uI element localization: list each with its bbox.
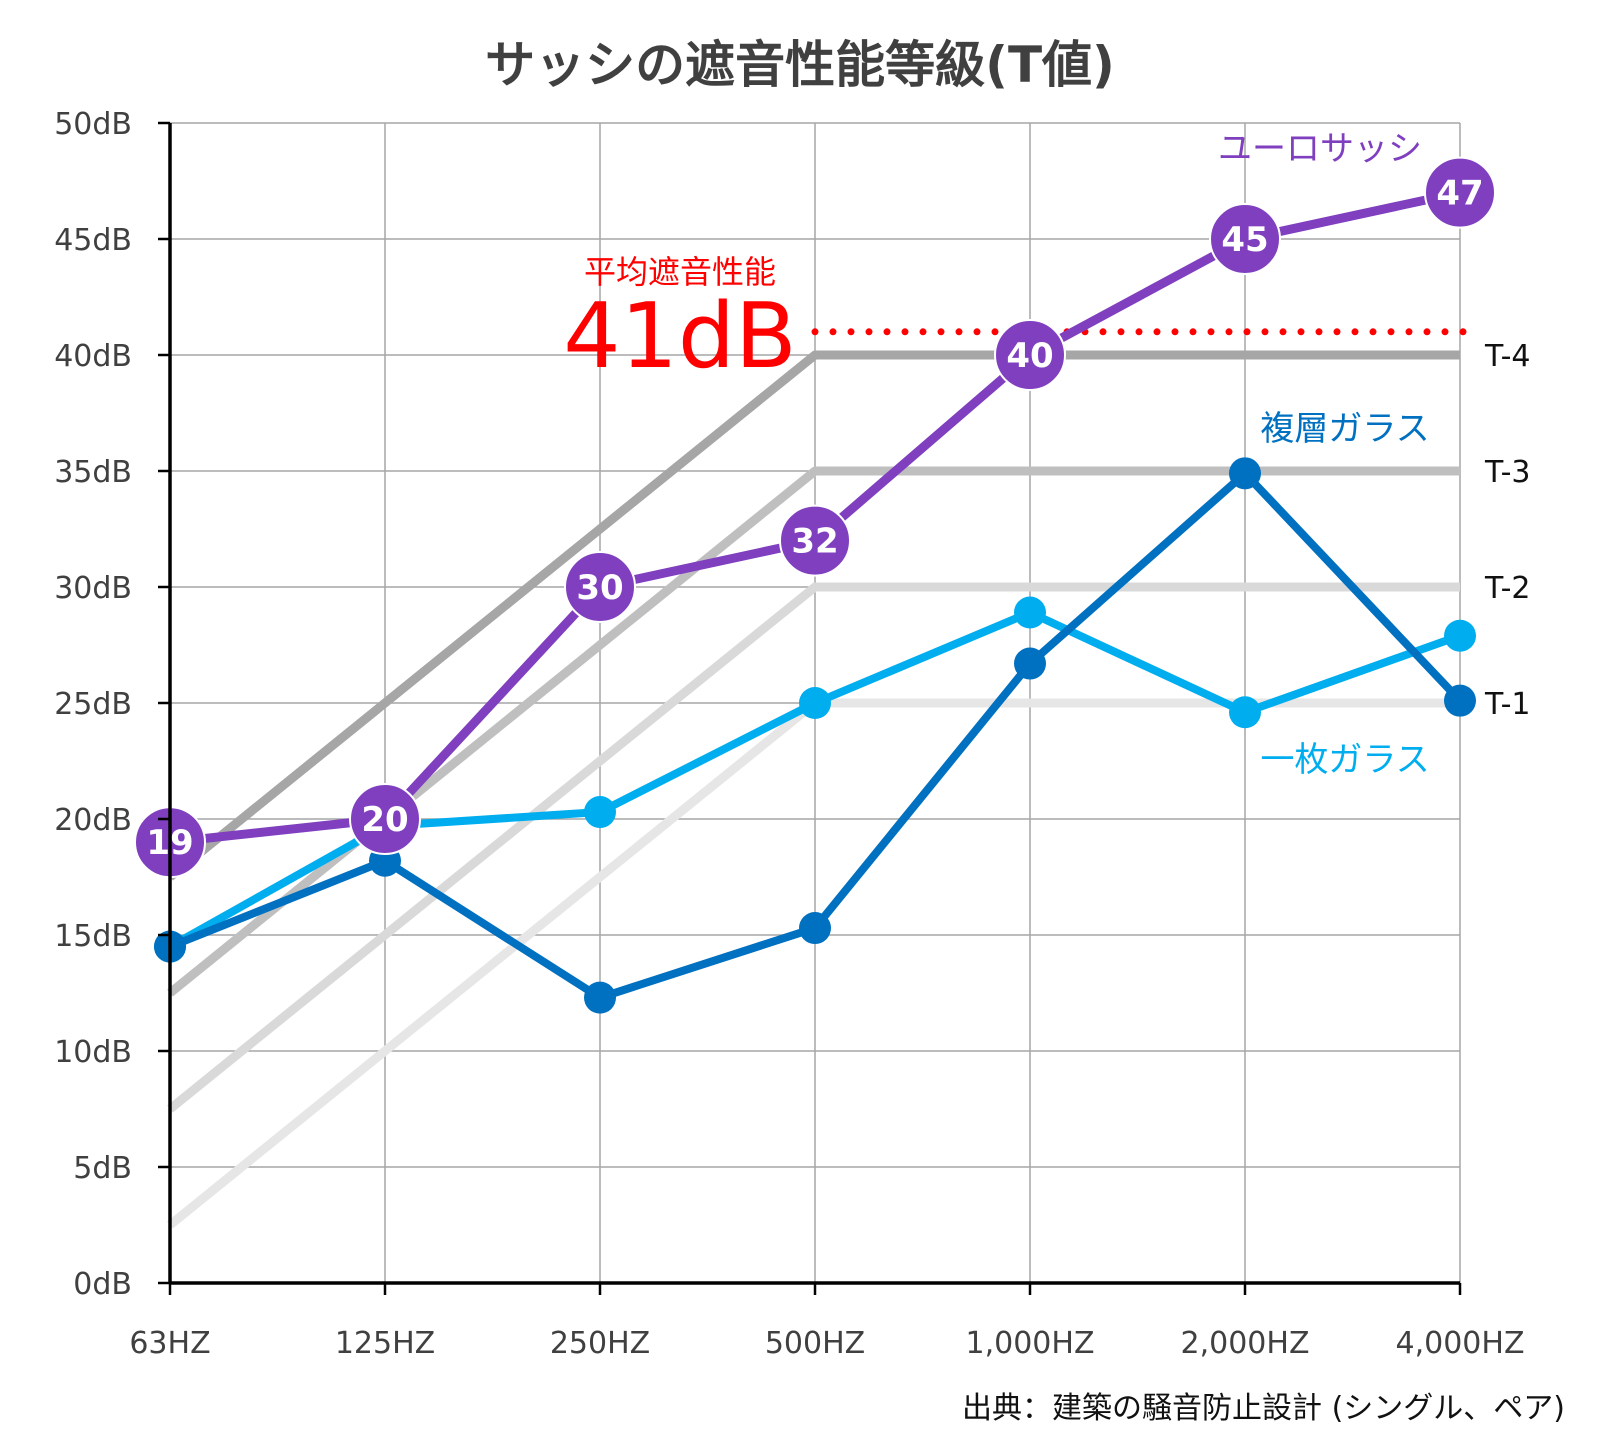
data-point-marker <box>1424 156 1496 229</box>
data-point-marker <box>1014 647 1046 680</box>
reference-line-t-4 <box>167 350 1460 881</box>
x-tick-label: 2,000HZ <box>1181 1326 1310 1361</box>
data-point-label: 47 <box>1436 174 1483 214</box>
reference-label-t-3: T-3 <box>1484 455 1530 490</box>
data-point-marker <box>1444 684 1476 717</box>
y-tick-label: 0dB <box>73 1267 132 1302</box>
y-tick-label: 15dB <box>54 919 132 954</box>
data-point-marker <box>779 504 851 577</box>
axes: 0dB 5dB 10dB 15dB 20dB 25dB 30dB 35dB 40dB 45dB 50… <box>54 107 1524 1361</box>
data-point-marker <box>1209 203 1281 275</box>
series-label: ユーロサッシ <box>1218 129 1422 169</box>
x-tick-label: 125HZ <box>335 1326 435 1361</box>
data-point-label: 45 <box>1221 220 1268 260</box>
y-tick-label: 35dB <box>54 455 132 490</box>
x-tick-label: 500HZ <box>765 1326 865 1361</box>
data-point-marker <box>1229 696 1261 729</box>
y-tick-label: 50dB <box>54 107 132 142</box>
y-tick-label: 45dB <box>54 223 132 258</box>
data-point-marker <box>564 551 636 623</box>
data-point-marker <box>1444 619 1476 652</box>
chart-title: サッシの遮音性能等級(T値) <box>485 36 1115 94</box>
y-tick-label: 30dB <box>54 571 132 606</box>
reference-label-t-1: T-1 <box>1484 687 1530 722</box>
x-tick-label: 63HZ <box>129 1326 210 1361</box>
reference-label-t-4: T-4 <box>1484 339 1530 374</box>
data-point-marker <box>799 912 831 945</box>
reference-line-t-2 <box>167 582 1460 1113</box>
series-label: 複層ガラス <box>1260 409 1429 449</box>
data-point-label: 20 <box>361 800 408 840</box>
y-tick-label: 40dB <box>54 339 132 374</box>
y-tick-label: 10dB <box>54 1035 132 1070</box>
data-point-marker <box>994 319 1066 391</box>
y-tick-label: 25dB <box>54 687 132 722</box>
data-point-label: 30 <box>576 568 623 608</box>
y-tick-label: 20dB <box>54 803 132 838</box>
data-point-marker <box>1229 457 1261 490</box>
data-point-label: 32 <box>791 522 838 562</box>
average-label: 平均遮音性能 <box>584 253 776 291</box>
series-label: 一枚ガラス <box>1260 740 1429 780</box>
reference-label-t-2: T-2 <box>1484 571 1530 606</box>
data-point-marker <box>1014 596 1046 629</box>
data-point-marker <box>584 981 616 1014</box>
x-tick-label: 1,000HZ <box>966 1326 1095 1361</box>
y-tick-label: 5dB <box>73 1151 132 1186</box>
data-point-marker <box>584 796 616 829</box>
data-point-label: 40 <box>1006 336 1053 376</box>
x-tick-label: 4,000HZ <box>1396 1326 1525 1361</box>
data-point-marker <box>349 783 421 855</box>
data-point-marker <box>799 687 831 719</box>
x-tick-label: 250HZ <box>550 1326 650 1361</box>
average-value: 41dB <box>563 284 796 389</box>
source-note: 出典：建築の騒音防止設計 (シングル、ペア) <box>962 1391 1565 1426</box>
